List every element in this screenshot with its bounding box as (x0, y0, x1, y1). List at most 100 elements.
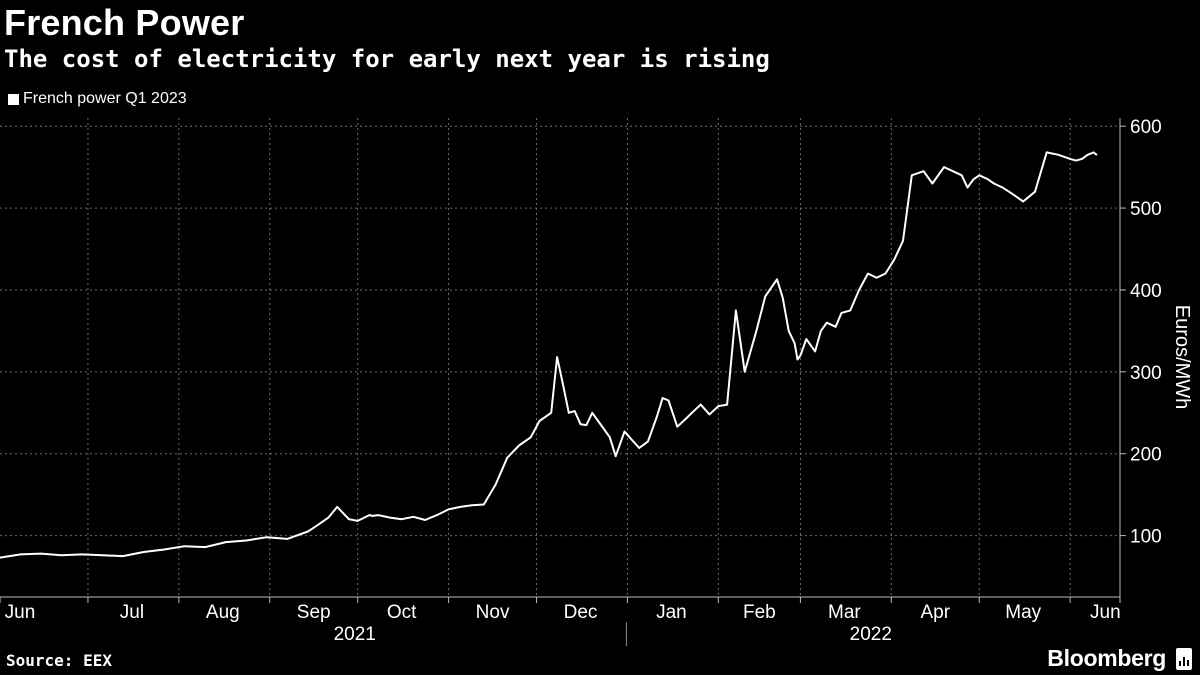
data-point (1010, 192, 1013, 195)
x-month-label: Jul (120, 602, 144, 623)
data-point (529, 436, 532, 439)
data-point (315, 525, 318, 527)
legend-label: French power Q1 2023 (23, 90, 187, 107)
data-point (400, 518, 403, 520)
data-point (960, 174, 963, 177)
data-point (978, 174, 981, 177)
x-month-label: Jun (5, 602, 36, 623)
data-point (943, 166, 945, 168)
data-point (307, 530, 309, 533)
data-point (1086, 154, 1089, 156)
data-point (356, 520, 359, 522)
data-point (591, 412, 594, 414)
data-point (0, 556, 1, 559)
data-point (993, 182, 995, 185)
data-point (717, 405, 720, 408)
data-point (327, 516, 330, 519)
data-point (776, 278, 778, 281)
data-point (1034, 190, 1036, 193)
data-point (814, 350, 816, 353)
chart-subtitle: The cost of electricity for early next y… (4, 45, 770, 73)
data-point (245, 539, 248, 542)
data-point (805, 338, 808, 340)
data-point (163, 548, 165, 551)
data-point (667, 399, 670, 402)
data-point (594, 416, 596, 418)
data-point (793, 342, 796, 345)
data-point (597, 420, 599, 422)
data-point (884, 272, 887, 275)
x-month-label: Jun (1090, 602, 1121, 623)
data-point (796, 358, 799, 361)
data-point (101, 554, 104, 556)
x-month-label: Nov (476, 602, 510, 623)
data-point (632, 440, 635, 443)
data-point (755, 330, 758, 332)
y-tick-label: 500 (1130, 199, 1162, 220)
data-point (685, 417, 687, 420)
x-year-label: 2021 (334, 624, 376, 645)
x-month-label: May (1005, 602, 1041, 623)
data-point (820, 330, 822, 332)
data-point (787, 330, 790, 332)
data-point (764, 295, 766, 298)
data-point (726, 403, 728, 406)
data-point (573, 410, 576, 412)
data-point (656, 416, 658, 418)
data-point (799, 354, 802, 357)
data-point (538, 420, 541, 422)
x-month-label: Jan (656, 602, 687, 623)
data-point (368, 514, 371, 516)
y-tick-label: 200 (1130, 445, 1162, 466)
data-point (447, 508, 450, 511)
data-point (708, 413, 711, 416)
brand-logo-text: Bloomberg (1047, 645, 1166, 671)
data-point (849, 309, 852, 312)
data-point (1045, 151, 1048, 154)
y-tick-label: 600 (1130, 117, 1162, 138)
data-point (867, 272, 869, 275)
data-point (225, 541, 227, 543)
data-point (987, 178, 989, 181)
data-point (623, 430, 626, 433)
legend: French power Q1 2023 (8, 90, 187, 108)
data-point (562, 383, 564, 385)
y-tick-label: 300 (1130, 363, 1162, 384)
data-point (676, 425, 679, 428)
data-point (471, 504, 473, 507)
data-point (556, 356, 558, 358)
data-point (1069, 158, 1071, 160)
data-point (494, 484, 497, 486)
data-point (336, 506, 339, 508)
data-point (506, 457, 509, 459)
data-point (1022, 200, 1024, 203)
data-point (782, 297, 784, 299)
chart-title: French Power (4, 2, 245, 43)
data-point (952, 170, 954, 172)
data-point (266, 536, 268, 538)
data-point (1081, 158, 1083, 160)
data-point (459, 506, 462, 508)
data-point (377, 514, 380, 516)
data-point (424, 519, 426, 521)
data-point (638, 447, 640, 449)
data-point (550, 412, 552, 414)
x-month-label: Aug (206, 602, 240, 623)
series-line (0, 151, 1098, 559)
data-point (647, 440, 649, 443)
data-point (911, 174, 913, 177)
data-point (893, 258, 895, 261)
data-point (81, 553, 83, 556)
data-point (931, 182, 934, 185)
data-point (348, 518, 350, 520)
data-point (568, 412, 570, 414)
data-point (204, 546, 206, 548)
x-year-label: 2022 (850, 624, 892, 645)
y-tick-label: 400 (1130, 281, 1162, 302)
data-point (579, 423, 582, 426)
data-point (1095, 154, 1098, 156)
data-point (436, 514, 438, 516)
data-point (122, 555, 124, 557)
data-point (826, 321, 828, 324)
data-point (691, 412, 693, 414)
